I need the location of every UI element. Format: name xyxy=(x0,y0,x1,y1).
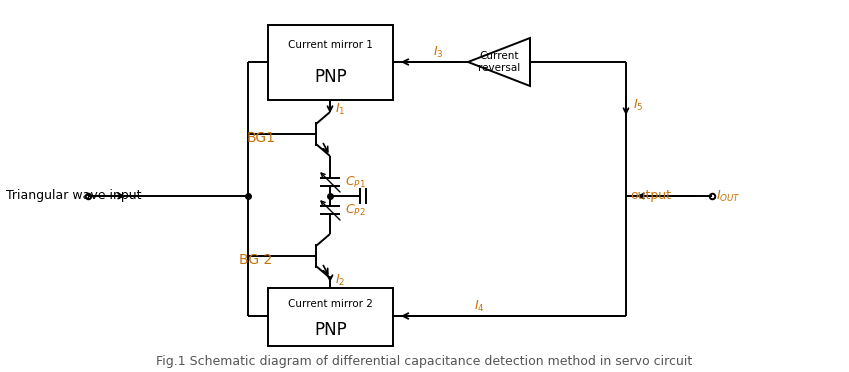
Text: $I_1$: $I_1$ xyxy=(335,102,346,116)
Text: Current mirror 2: Current mirror 2 xyxy=(288,299,373,309)
Text: Current mirror 1: Current mirror 1 xyxy=(288,40,373,50)
Text: PNP: PNP xyxy=(314,321,347,339)
Text: $I_2$: $I_2$ xyxy=(335,272,346,288)
Text: $C_{P2}$: $C_{P2}$ xyxy=(345,202,366,218)
Text: $C_{P1}$: $C_{P1}$ xyxy=(345,174,366,190)
Text: Fig.1 Schematic diagram of differential capacitance detection method in servo ci: Fig.1 Schematic diagram of differential … xyxy=(156,355,692,368)
Text: $I_5$: $I_5$ xyxy=(633,97,644,113)
Text: Triangular wave input: Triangular wave input xyxy=(6,189,142,202)
Text: $I_{OUT}$: $I_{OUT}$ xyxy=(716,189,741,203)
Text: output: output xyxy=(630,189,671,202)
Text: BG 2: BG 2 xyxy=(239,253,273,267)
Bar xyxy=(268,25,393,100)
Bar xyxy=(268,288,393,346)
Text: BG1: BG1 xyxy=(246,131,275,145)
Text: PNP: PNP xyxy=(314,68,347,86)
Text: $I_3$: $I_3$ xyxy=(433,44,444,60)
Text: $I_4$: $I_4$ xyxy=(474,298,485,314)
Text: Current
reversal: Current reversal xyxy=(478,51,520,73)
